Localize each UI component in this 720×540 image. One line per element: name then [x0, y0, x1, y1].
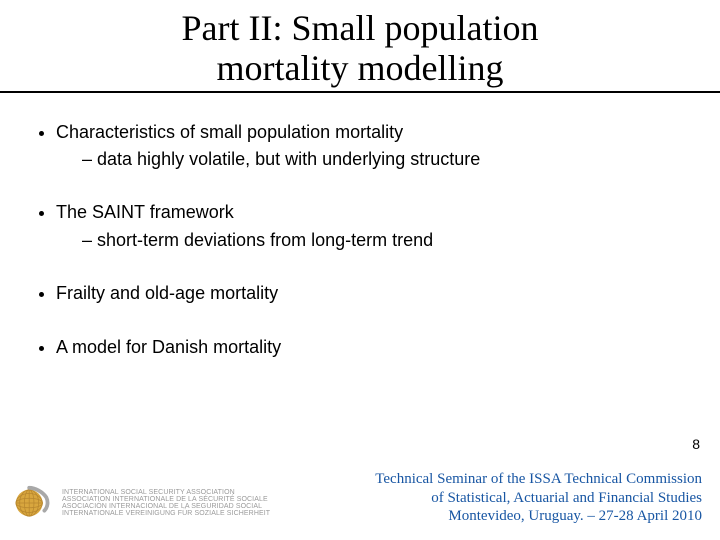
title-line-1: Part II: Small population: [182, 8, 539, 48]
bullet-text: Characteristics of small population mort…: [56, 122, 403, 142]
list-item: Characteristics of small population mort…: [56, 121, 690, 172]
issa-line: ASSOCIATION INTERNATIONALE DE LA SÉCURIT…: [62, 496, 270, 503]
footer-line-2: of Statistical, Actuarial and Financial …: [375, 489, 702, 508]
page-number: 8: [692, 436, 700, 452]
issa-line: INTERNATIONAL SOCIAL SECURITY ASSOCIATIO…: [62, 489, 270, 496]
title-block: Part II: Small population mortality mode…: [0, 0, 720, 93]
list-item: The SAINT framework short-term deviation…: [56, 201, 690, 252]
issa-line: ASOCIACIÓN INTERNACIONAL DE LA SEGURIDAD…: [62, 503, 270, 510]
globe-icon: [14, 484, 52, 522]
footer-line-1: Technical Seminar of the ISSA Technical …: [375, 470, 702, 489]
title-line-2: mortality modelling: [217, 48, 504, 88]
sub-item: data highly volatile, but with underlyin…: [82, 148, 690, 171]
footer-line-3: Montevideo, Uruguay. – 27-28 April 2010: [375, 507, 702, 526]
bullet-list: Characteristics of small population mort…: [30, 121, 690, 359]
issa-org-text: INTERNATIONAL SOCIAL SECURITY ASSOCIATIO…: [62, 489, 270, 517]
slide-title: Part II: Small population mortality mode…: [0, 8, 720, 89]
bullet-text: A model for Danish mortality: [56, 337, 281, 357]
footer-text: Technical Seminar of the ISSA Technical …: [375, 470, 702, 526]
bullet-text: The SAINT framework: [56, 202, 234, 222]
footer-logos: INTERNATIONAL SOCIAL SECURITY ASSOCIATIO…: [14, 484, 270, 522]
slide: Part II: Small population mortality mode…: [0, 0, 720, 540]
issa-line: INTERNATIONALE VEREINIGUNG FÜR SOZIALE S…: [62, 510, 270, 517]
bullet-text: Frailty and old-age mortality: [56, 283, 278, 303]
content-area: Characteristics of small population mort…: [0, 93, 720, 359]
sub-list: data highly volatile, but with underlyin…: [56, 148, 690, 171]
list-item: Frailty and old-age mortality: [56, 282, 690, 305]
sub-item: short-term deviations from long-term tre…: [82, 229, 690, 252]
list-item: A model for Danish mortality: [56, 336, 690, 359]
sub-list: short-term deviations from long-term tre…: [56, 229, 690, 252]
